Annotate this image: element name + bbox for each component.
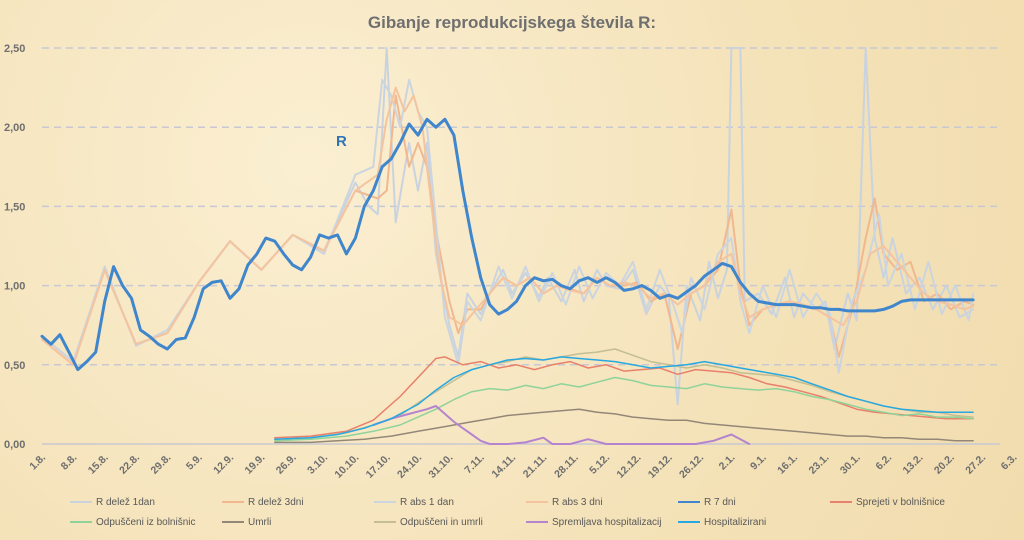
legend-label: Spremljava hospitalizacij (552, 517, 662, 528)
legend-label: Sprejeti v bolnišnice (856, 497, 945, 508)
series-line (40, 117, 975, 372)
x-tick-label: 9.1. (748, 452, 769, 473)
x-tick-label: 22.8. (117, 452, 142, 477)
x-tick-label: 6.2. (873, 452, 894, 473)
chart-title: Gibanje reprodukcijskega števila R: (368, 13, 656, 32)
x-tick-label: 19.9. (242, 452, 267, 477)
series-line (274, 356, 974, 440)
series-line (41, 94, 975, 366)
legend-label: Umrli (248, 517, 271, 528)
x-tick-label: 12.12. (614, 452, 643, 481)
x-tick-label: 20.2. (932, 452, 957, 477)
series-line (372, 405, 751, 445)
y-tick-label: 1,50 (4, 201, 25, 213)
x-tick-label: 10.10. (332, 452, 361, 481)
x-tick-label: 6.3. (999, 452, 1020, 473)
legend-label: R abs 3 dni (552, 497, 603, 508)
legend-label: R delež 3dni (248, 497, 304, 508)
y-axis-ticks: 0,00 0,50 1,00 1,50 2,00 2,50 (4, 43, 25, 451)
legend-label: Hospitalizirani (704, 517, 766, 528)
x-tick-label: 24.10. (395, 452, 424, 481)
y-tick-label: 0,00 (4, 439, 25, 451)
x-tick-label: 31.10. (426, 452, 455, 481)
x-tick-label: 3.10. (305, 452, 330, 477)
x-tick-label: 30.1. (838, 452, 863, 477)
gridlines (42, 47, 1000, 445)
y-tick-label: 2,00 (4, 122, 25, 134)
y-tick-label: 2,50 (4, 43, 25, 55)
series-line (274, 408, 974, 444)
series-lines (40, 47, 975, 445)
x-tick-label: 26.9. (274, 452, 299, 477)
x-tick-label: 7.11. (462, 452, 487, 477)
x-tick-label: 16.1. (775, 452, 800, 477)
x-tick-label: 14.11. (489, 452, 518, 481)
legend-label: R delež 1dan (96, 497, 155, 508)
y-tick-label: 0,50 (4, 360, 25, 372)
legend: R delež 1dan R delež 3dni R abs 1 dan R abs… (70, 497, 945, 528)
x-tick-label: 8.8. (59, 452, 80, 473)
x-tick-label: 17.10. (364, 452, 393, 481)
legend-label: R 7 dni (704, 497, 736, 508)
series-line (274, 356, 974, 439)
x-tick-label: 26.12. (677, 452, 706, 481)
x-tick-label: 19.12. (646, 452, 675, 481)
y-tick-label: 1,00 (4, 281, 25, 293)
series-line (41, 47, 975, 406)
x-tick-label: 5.9. (184, 452, 205, 473)
x-tick-label: 2.1. (717, 452, 738, 473)
legend-label: Odpuščeni iz bolnišnic (96, 517, 196, 528)
x-tick-label: 23.1. (807, 452, 832, 477)
x-axis-ticks: 1.8. 8.8. 15.8. 22.8. 29.8. 5.9. 12.9. 19.9. 26.… (27, 452, 1019, 481)
x-tick-label: 15.8. (86, 452, 111, 477)
x-tick-label: 1.8. (27, 452, 48, 473)
x-tick-label: 21.11. (521, 452, 550, 481)
legend-label: Odpuščeni in umrli (400, 517, 483, 528)
x-tick-label: 13.2. (901, 452, 926, 477)
x-tick-label: 28.11. (552, 452, 581, 481)
series-line (41, 86, 975, 366)
legend-label: R abs 1 dan (400, 497, 454, 508)
x-tick-label: 5.12. (587, 452, 612, 477)
x-tick-label: 27.2. (963, 452, 988, 477)
r-annotation: R (336, 133, 347, 150)
x-tick-label: 29.8. (148, 452, 173, 477)
x-tick-label: 12.9. (211, 452, 236, 477)
series-line (41, 78, 975, 374)
series-line (274, 376, 974, 442)
